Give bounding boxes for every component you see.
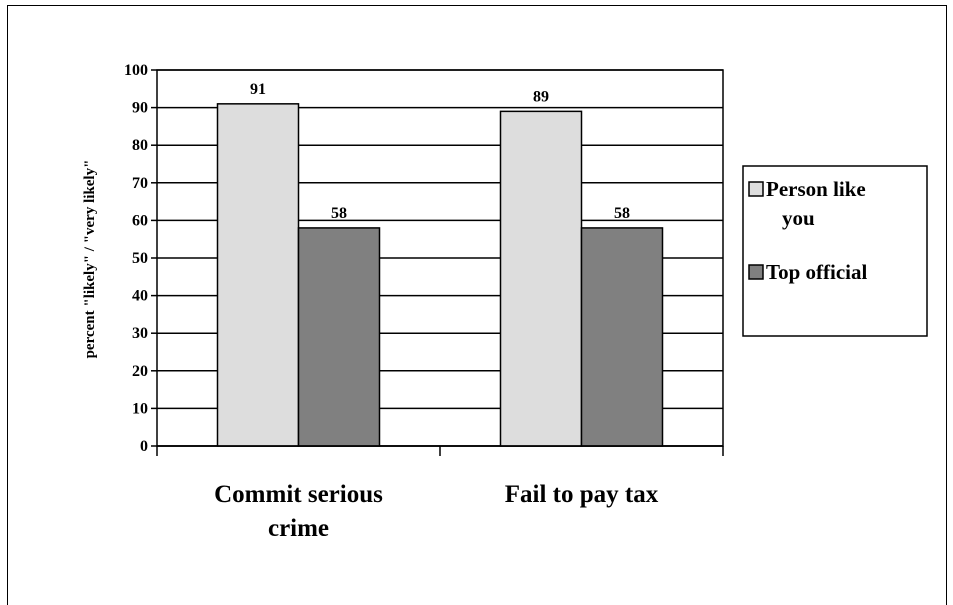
y-tick-label: 0 [140, 438, 148, 455]
x-category-label: crime [268, 515, 329, 542]
y-tick-labels: 0 10 20 30 40 50 60 70 80 90 100 [124, 62, 148, 455]
y-tick-label: 80 [132, 137, 148, 154]
legend-entry-label: Top official [766, 260, 867, 284]
bar [216, 103, 300, 447]
bar-chart: 91 58 89 58 0 10 20 30 40 50 60 70 80 90 100 Commit s… [82, 62, 928, 542]
bars [216, 103, 664, 447]
data-labels: 91 58 89 58 [250, 81, 630, 222]
legend-box [742, 165, 928, 337]
data-label: 89 [533, 88, 549, 105]
y-tick-label: 100 [124, 62, 148, 79]
y-tick-label: 60 [132, 212, 148, 229]
legend-entry-label: Person like [766, 177, 866, 201]
y-axis-label: percent "likely" / "very likely" [82, 160, 98, 359]
y-tick-label: 40 [132, 288, 148, 305]
axes [151, 69, 724, 456]
bar [297, 227, 381, 447]
x-category-labels: Commit serious crime Fail to pay tax [214, 481, 659, 542]
legend-entry-label: you [782, 206, 815, 230]
data-label: 58 [614, 205, 630, 222]
chart-frame [7, 5, 947, 605]
x-category-label: Commit serious [214, 481, 383, 508]
x-category-label: Fail to pay tax [505, 481, 659, 508]
legend: Person like you Top official [742, 165, 928, 337]
legend-swatch [748, 181, 764, 197]
y-tick-label: 20 [132, 363, 148, 380]
bar [580, 227, 664, 447]
bar [499, 110, 583, 447]
y-tick-label: 50 [132, 250, 148, 267]
y-tick-label: 70 [132, 175, 148, 192]
data-label: 91 [250, 81, 266, 98]
y-tick-label: 90 [132, 100, 148, 117]
legend-swatch [748, 264, 764, 280]
y-tick-label: 30 [132, 325, 148, 342]
y-tick-label: 10 [132, 400, 148, 417]
data-label: 58 [331, 205, 347, 222]
